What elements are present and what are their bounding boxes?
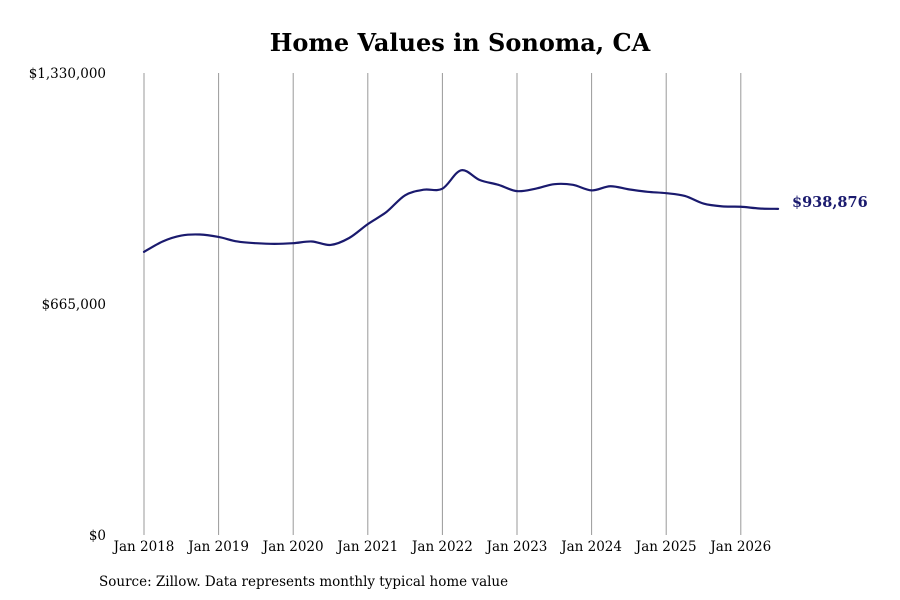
y-tick-label: $0 xyxy=(89,528,106,544)
chart-title: Home Values in Sonoma, CA xyxy=(269,28,651,57)
grid-lines xyxy=(143,73,742,535)
source-note: Source: Zillow. Data represents monthly … xyxy=(99,574,509,590)
x-tick-label: Jan 2024 xyxy=(559,539,622,555)
x-tick-label: Jan 2022 xyxy=(410,539,473,555)
home-value-series-line xyxy=(142,169,780,253)
x-tick-label: Jan 2019 xyxy=(186,539,249,555)
x-tick-label: Jan 2020 xyxy=(261,539,324,555)
x-tick-label: Jan 2025 xyxy=(634,539,697,555)
x-axis-labels: Jan 2018 Jan 2019 Jan 2020 Jan 2021 Jan 2022… xyxy=(112,539,772,555)
end-label-layer: $938,876 xyxy=(792,194,868,211)
end-value-label: $938,876 xyxy=(792,194,868,211)
x-tick-label: Jan 2018 xyxy=(112,539,175,555)
y-tick-label: $665,000 xyxy=(42,297,106,313)
series-layer xyxy=(142,169,780,253)
x-tick-label: Jan 2021 xyxy=(335,539,398,555)
y-tick-label: $1,330,000 xyxy=(29,66,106,82)
x-tick-label: Jan 2026 xyxy=(708,539,771,555)
y-axis-labels: $0 $665,000 $1,330,000 xyxy=(29,66,106,544)
x-tick-label: Jan 2023 xyxy=(485,539,548,555)
